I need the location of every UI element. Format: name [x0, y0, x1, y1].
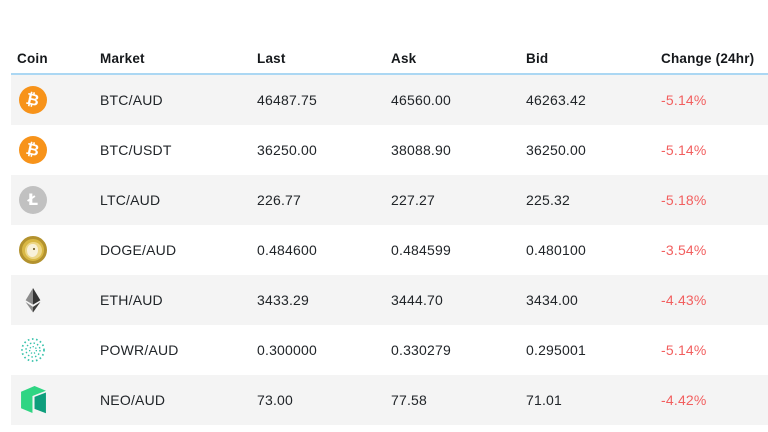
coin-cell	[11, 286, 100, 314]
ask-cell: 46560.00	[391, 92, 451, 108]
last-cell: 73.00	[257, 392, 294, 408]
column-header-last: Last	[257, 51, 286, 66]
last-cell: 3433.29	[257, 292, 310, 308]
coin-cell	[11, 386, 100, 414]
market-table: Coin Market Last Ask Bid Change (24hr) ₿…	[11, 44, 768, 425]
column-header-ask: Ask	[391, 51, 417, 66]
bitcoin-icon: ₿	[19, 86, 47, 114]
market-row[interactable]: ETH/AUD 3433.29 3444.70 3434.00 -4.43%	[11, 275, 768, 325]
ask-cell: 0.330279	[391, 342, 451, 358]
coin-cell: ₿	[11, 86, 100, 114]
power-ledger-icon	[19, 336, 47, 364]
coin-cell: Ł	[11, 186, 100, 214]
ask-cell: 3444.70	[391, 292, 444, 308]
litecoin-icon: Ł	[19, 186, 47, 214]
bitcoin-icon: ₿	[19, 136, 47, 164]
change-cell: -4.43%	[661, 292, 707, 308]
market-cell: LTC/AUD	[100, 192, 161, 208]
market-row[interactable]: Ł LTC/AUD 226.77 227.27 225.32 -5.18%	[11, 175, 768, 225]
column-header-bid: Bid	[526, 51, 549, 66]
table-header-row: Coin Market Last Ask Bid Change (24hr)	[11, 44, 768, 75]
market-row[interactable]: NEO/AUD 73.00 77.58 71.01 -4.42%	[11, 375, 768, 425]
market-cell: POWR/AUD	[100, 342, 179, 358]
column-header-market: Market	[100, 51, 145, 66]
bid-cell: 36250.00	[526, 142, 586, 158]
market-cell: BTC/AUD	[100, 92, 163, 108]
change-cell: -4.42%	[661, 392, 707, 408]
market-row[interactable]: DOGE/AUD 0.484600 0.484599 0.480100 -3.54%	[11, 225, 768, 275]
market-cell: NEO/AUD	[100, 392, 166, 408]
last-cell: 46487.75	[257, 92, 317, 108]
market-cell: BTC/USDT	[100, 142, 172, 158]
change-cell: -3.54%	[661, 242, 707, 258]
last-cell: 0.300000	[257, 342, 317, 358]
last-cell: 0.484600	[257, 242, 317, 258]
ask-cell: 77.58	[391, 392, 428, 408]
bid-cell: 46263.42	[526, 92, 586, 108]
ask-cell: 0.484599	[391, 242, 451, 258]
dogecoin-icon	[19, 236, 47, 264]
ask-cell: 227.27	[391, 192, 436, 208]
table-body: ₿ BTC/AUD 46487.75 46560.00 46263.42 -5.14% ₿ B…	[11, 75, 768, 425]
market-row[interactable]: POWR/AUD 0.300000 0.330279 0.295001 -5.14%	[11, 325, 768, 375]
bid-cell: 0.295001	[526, 342, 586, 358]
ask-cell: 38088.90	[391, 142, 451, 158]
last-cell: 36250.00	[257, 142, 317, 158]
bid-cell: 0.480100	[526, 242, 586, 258]
coin-cell	[11, 236, 100, 264]
change-cell: -5.14%	[661, 92, 707, 108]
bid-cell: 71.01	[526, 392, 563, 408]
neo-icon	[19, 386, 47, 414]
column-header-coin: Coin	[17, 51, 48, 66]
bid-cell: 3434.00	[526, 292, 579, 308]
change-cell: -5.18%	[661, 192, 707, 208]
market-row[interactable]: ₿ BTC/USDT 36250.00 38088.90 36250.00 -5.14%	[11, 125, 768, 175]
coin-cell	[11, 336, 100, 364]
coin-cell: ₿	[11, 136, 100, 164]
market-cell: ETH/AUD	[100, 292, 163, 308]
market-row[interactable]: ₿ BTC/AUD 46487.75 46560.00 46263.42 -5.14%	[11, 75, 768, 125]
bid-cell: 225.32	[526, 192, 571, 208]
last-cell: 226.77	[257, 192, 302, 208]
change-cell: -5.14%	[661, 342, 707, 358]
column-header-change: Change (24hr)	[661, 51, 755, 66]
change-cell: -5.14%	[661, 142, 707, 158]
market-cell: DOGE/AUD	[100, 242, 177, 258]
ethereum-icon	[19, 286, 47, 314]
